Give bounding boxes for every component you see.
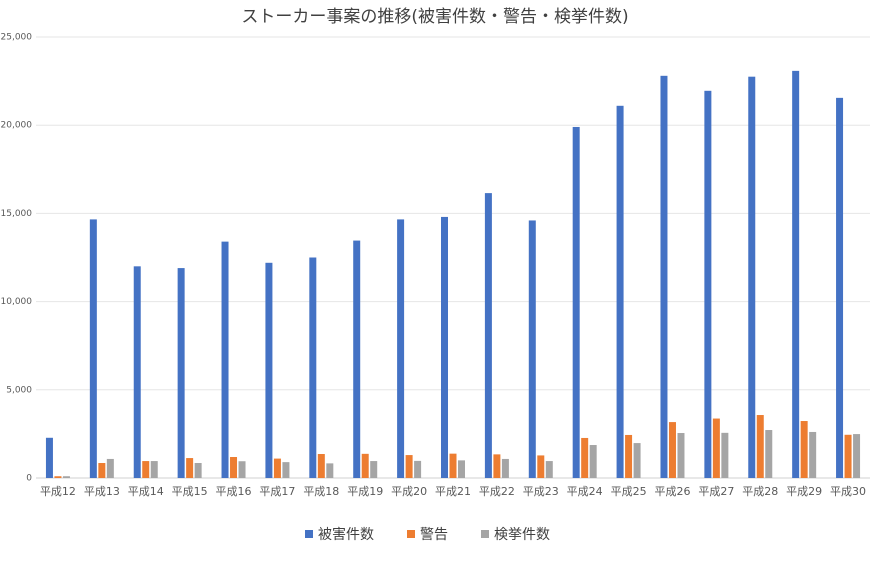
bar	[98, 463, 106, 478]
x-tick-label: 平成21	[435, 485, 471, 498]
bar	[458, 460, 465, 478]
legend-label: 検挙件数	[494, 527, 550, 543]
bar	[54, 476, 62, 478]
bar	[370, 461, 378, 478]
x-tick-label: 平成18	[303, 485, 339, 498]
bar	[353, 240, 361, 478]
bar	[89, 219, 97, 479]
bar	[62, 476, 70, 478]
bar	[721, 432, 729, 478]
bar	[309, 257, 317, 478]
x-tick-label: 平成23	[523, 485, 559, 498]
chart-title: ストーカー事案の推移(被害件数・警告・検挙件数)	[241, 7, 628, 27]
bar	[361, 453, 369, 478]
x-tick-label: 平成25	[611, 485, 647, 498]
bar	[326, 463, 334, 478]
bar	[537, 455, 545, 478]
x-tick-label: 平成12	[40, 485, 76, 498]
bar	[230, 457, 238, 478]
bar	[792, 70, 800, 478]
bar	[177, 268, 185, 478]
x-tick-label: 平成15	[172, 485, 208, 498]
bar	[809, 431, 817, 478]
bar	[633, 443, 641, 478]
y-tick-label: 5,000	[6, 385, 32, 395]
x-tick-label: 平成17	[259, 485, 295, 498]
bar	[528, 220, 536, 478]
bar	[545, 461, 553, 478]
bar	[221, 241, 229, 478]
bar	[660, 75, 668, 479]
bar	[625, 434, 633, 478]
legend-swatch	[481, 530, 489, 538]
y-tick-label: 10,000	[1, 297, 33, 307]
y-tick-label: 20,000	[1, 121, 33, 131]
legend-label: 被害件数	[318, 527, 374, 543]
y-tick-label: 15,000	[1, 209, 33, 219]
bar	[748, 76, 756, 478]
x-tick-label: 平成30	[830, 485, 866, 498]
bar	[616, 105, 624, 479]
bar	[133, 266, 141, 478]
bar	[142, 461, 150, 478]
bar	[317, 454, 325, 478]
bar	[712, 418, 720, 478]
bar	[589, 445, 597, 478]
x-tick-label: 平成29	[786, 485, 822, 498]
bar	[493, 454, 501, 478]
x-tick-label: 平成19	[347, 485, 383, 498]
bar	[677, 433, 685, 478]
bar	[150, 461, 158, 478]
y-tick-label: 0	[26, 474, 32, 484]
bar	[800, 421, 808, 478]
x-tick-label: 平成27	[698, 485, 734, 498]
bar	[397, 219, 405, 479]
bar	[836, 97, 844, 478]
bar	[265, 262, 273, 478]
bar	[45, 437, 53, 478]
bar	[194, 463, 202, 478]
legend-swatch	[407, 530, 415, 538]
bar	[704, 90, 712, 478]
bar	[282, 462, 290, 478]
bar	[238, 461, 246, 478]
x-tick-label: 平成16	[216, 485, 252, 498]
bar	[414, 460, 422, 478]
bar	[765, 430, 773, 478]
bar	[581, 437, 589, 478]
bar	[756, 415, 764, 478]
x-tick-label: 平成13	[84, 485, 120, 498]
x-tick-label: 平成24	[567, 485, 603, 498]
legend-label: 警告	[420, 527, 448, 543]
bar	[106, 458, 114, 478]
bar	[853, 434, 861, 478]
bar	[844, 434, 852, 478]
bar	[668, 422, 676, 478]
y-tick-label: 25,000	[1, 33, 33, 43]
bar	[449, 453, 457, 478]
bar	[405, 455, 413, 478]
x-tick-label: 平成22	[479, 485, 515, 498]
bar	[186, 458, 194, 478]
x-tick-label: 平成26	[654, 485, 690, 498]
x-tick-label: 平成28	[742, 485, 778, 498]
bar	[501, 458, 509, 478]
bar	[273, 458, 281, 478]
bar	[572, 126, 580, 479]
legend-swatch	[305, 530, 313, 538]
bar	[441, 216, 448, 479]
x-tick-label: 平成14	[128, 485, 164, 498]
x-tick-label: 平成20	[391, 485, 427, 498]
bar	[484, 193, 492, 478]
